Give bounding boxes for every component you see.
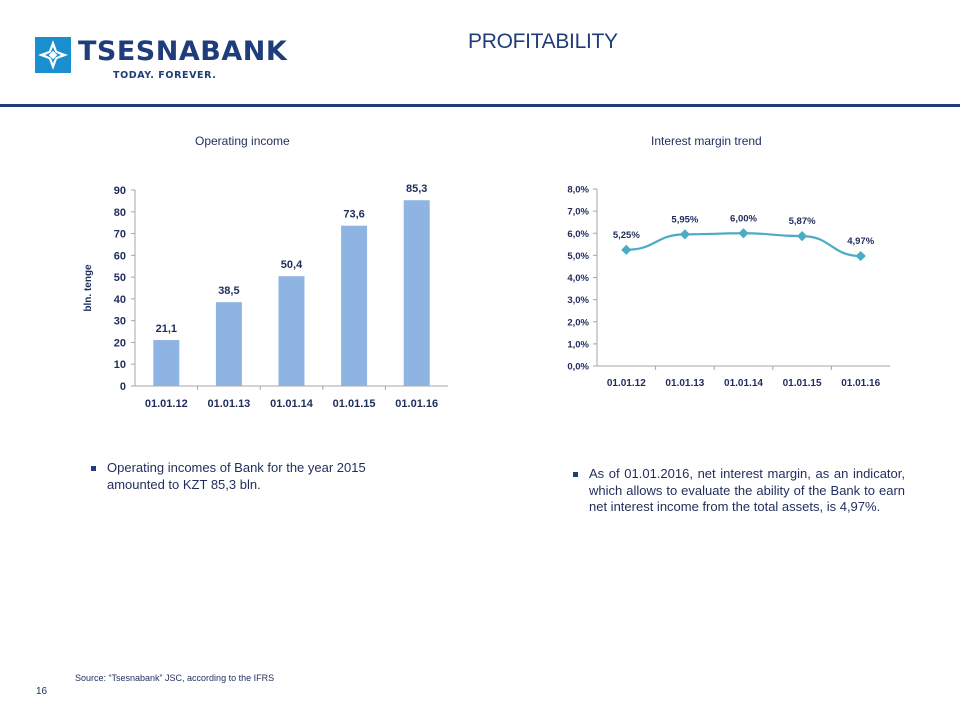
line-chart-y-tick-label: 4,0%: [567, 273, 589, 284]
bar-data-label: 73,6: [343, 209, 364, 221]
line-data-label: 5,87%: [789, 216, 816, 227]
bar-chart-x-tick-label: 01.01.15: [333, 398, 376, 410]
bank-logo: TSESNABANK TODAY. FOREVER.: [34, 34, 287, 86]
header-divider: [0, 104, 960, 107]
bar-chart-y-tick-label: 0: [120, 381, 126, 393]
square-bullet-icon: [91, 466, 96, 471]
logo-tagline: TODAY. FOREVER.: [113, 70, 217, 81]
line-data-label: 5,25%: [613, 230, 640, 241]
line-point-01.01.13: [679, 229, 690, 240]
bar-chart-x-tick-label: 01.01.16: [395, 398, 438, 410]
line-data-label: 5,95%: [671, 214, 698, 225]
bar-chart-y-axis-label: bln. tenge: [83, 264, 94, 312]
line-chart-x-tick-label: 01.01.13: [665, 378, 704, 389]
bar-01.01.13: [215, 302, 242, 386]
left-note-text: Operating incomes of Bank for the year 2…: [107, 460, 366, 492]
left-note: Operating incomes of Bank for the year 2…: [91, 460, 416, 493]
bar-chart-title: Operating income: [195, 134, 290, 148]
line-chart-x-tick-label: 01.01.16: [841, 378, 880, 389]
bar-chart-y-tick-label: 40: [114, 294, 126, 306]
bar-01.01.16: [403, 200, 430, 386]
line-point-01.01.15: [797, 231, 808, 242]
line-chart-y-tick-label: 1,0%: [567, 339, 589, 350]
line-chart-y-tick-label: 5,0%: [567, 251, 589, 262]
line-chart-y-tick-label: 6,0%: [567, 229, 589, 240]
line-chart-y-tick-label: 0,0%: [567, 362, 589, 373]
bar-chart-y-tick-label: 30: [114, 316, 126, 328]
line-point-01.01.12: [621, 244, 632, 255]
bar-chart-y-tick-label: 20: [114, 337, 126, 349]
bar-data-label: 85,3: [406, 183, 427, 195]
logo-text: TSESNABANK: [78, 36, 288, 67]
right-note: As of 01.01.2016, net interest margin, a…: [573, 466, 905, 516]
line-point-01.01.16: [855, 250, 866, 262]
page-number: 16: [36, 686, 48, 697]
bar-01.01.14: [278, 276, 305, 386]
line-chart-title: Interest margin trend: [651, 134, 762, 148]
bar-data-label: 50,4: [281, 259, 303, 271]
line-point-01.01.14: [738, 228, 749, 239]
square-bullet-icon: [573, 472, 578, 477]
bar-01.01.15: [341, 225, 368, 386]
line-chart-x-tick-label: 01.01.12: [607, 378, 646, 389]
line-chart-x-tick-label: 01.01.14: [724, 378, 763, 389]
page-title: PROFITABILITY: [468, 30, 618, 53]
right-note-text: As of 01.01.2016, net interest margin, a…: [589, 466, 905, 514]
bar-chart-y-tick-label: 50: [114, 272, 126, 284]
line-chart-y-tick-label: 8,0%: [567, 185, 589, 196]
tsesnabank-star-logo-icon: [35, 37, 71, 73]
line-chart-y-tick-label: 3,0%: [567, 295, 589, 306]
bar-chart-x-tick-label: 01.01.14: [270, 398, 314, 410]
bar-chart-x-tick-label: 01.01.12: [145, 398, 188, 410]
bar-chart-y-tick-label: 90: [114, 185, 126, 197]
line-chart-y-tick-label: 7,0%: [567, 207, 589, 218]
bar-chart-y-tick-label: 10: [114, 359, 126, 371]
bar-chart-y-tick-label: 60: [114, 250, 126, 262]
line-chart-y-tick-label: 2,0%: [567, 317, 589, 328]
bar-chart-x-tick-label: 01.01.13: [207, 398, 250, 410]
line-data-label: 6,00%: [730, 213, 757, 224]
line-chart-x-tick-label: 01.01.15: [783, 378, 822, 389]
bar-data-label: 21,1: [156, 323, 177, 335]
source-note: Source: “Tsesnabank” JSC, according to t…: [75, 673, 275, 683]
bar-01.01.12: [153, 340, 180, 386]
bar-chart-y-tick-label: 70: [114, 229, 126, 241]
bar-chart-y-tick-label: 80: [114, 207, 126, 219]
line-data-label: 4,97%: [847, 236, 874, 247]
bar-data-label: 38,5: [218, 285, 239, 297]
